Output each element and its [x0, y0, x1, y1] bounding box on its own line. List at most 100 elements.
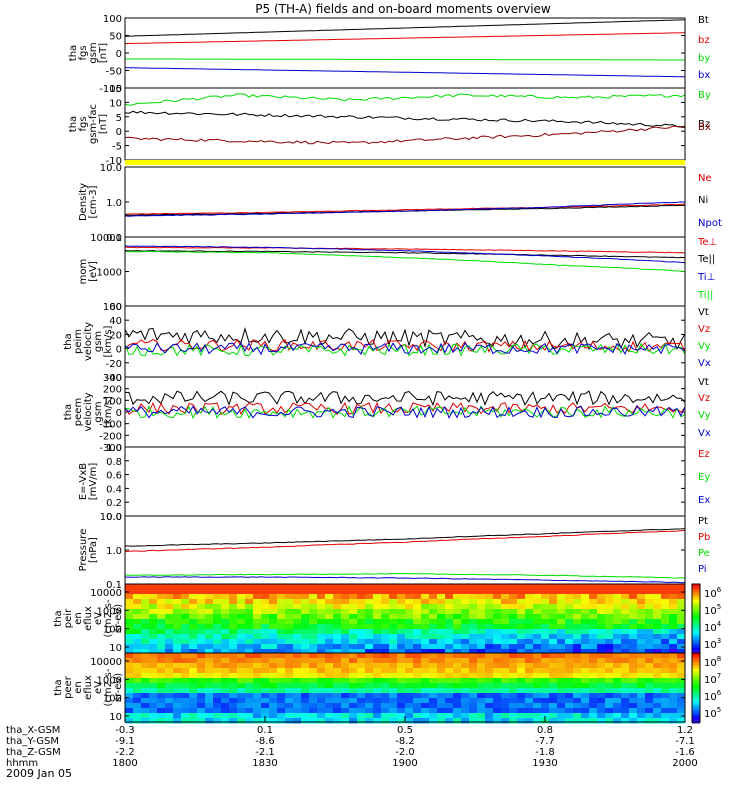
y-axis-label-line: velocity: [83, 322, 94, 361]
spectrogram-cell: [181, 718, 190, 724]
spectrogram-cell: [509, 703, 518, 709]
spectrogram-cell: [165, 629, 174, 635]
spectrogram-cell: [197, 653, 206, 659]
spectrogram-cell: [541, 639, 550, 645]
spectrogram-cell: [349, 713, 358, 719]
spectrogram-cell: [165, 624, 174, 630]
spectrogram-cell: [597, 718, 606, 724]
spectrogram-cell: [525, 693, 534, 699]
spectrogram-cell: [173, 678, 182, 684]
spectrogram-cell: [157, 683, 166, 689]
spectrogram-cell: [581, 713, 590, 719]
series-line-Bz: [124, 110, 686, 128]
panel-frame: [124, 236, 686, 307]
spectrogram-cell: [597, 678, 606, 684]
spectrogram-cell: [429, 649, 438, 655]
spectrogram-cell: [517, 688, 526, 694]
spectrogram-cell: [277, 673, 286, 679]
spectrogram-cell: [573, 639, 582, 645]
spectrogram-cell: [125, 649, 134, 655]
spectrogram-cell: [269, 668, 278, 674]
spectrogram-cell: [637, 639, 646, 645]
spectrogram-cell: [445, 708, 454, 714]
spectrogram-cell: [197, 718, 206, 724]
spectrogram-cell: [437, 693, 446, 699]
spectrogram-cell: [541, 589, 550, 595]
spectrogram-cell: [485, 589, 494, 595]
spectrogram-cell: [517, 594, 526, 600]
spectrogram-cell: [573, 609, 582, 615]
spectrogram-cell: [365, 703, 374, 709]
spectrogram-cell: [549, 634, 558, 640]
spectrogram-cell: [477, 624, 486, 630]
spectrogram-cell: [629, 693, 638, 699]
spectrogram-cell: [189, 673, 198, 679]
spectrogram-cell: [589, 589, 598, 595]
spectrogram-cell: [205, 658, 214, 664]
panel-9: thapeirenefluxeV(cm2-s-sr-eV)10000100010…: [53, 583, 722, 655]
spectrogram-cell: [213, 683, 222, 689]
spectrogram-cell: [645, 594, 654, 600]
spectrogram-cell: [229, 678, 238, 684]
spectrogram-cell: [149, 693, 158, 699]
colorbar-cell: [692, 713, 700, 716]
spectrogram-cell: [389, 663, 398, 669]
spectrogram-cell: [653, 584, 662, 590]
y-axis-label: thafgsgsm-fac[nT]: [68, 104, 109, 144]
spectrogram-cell: [325, 718, 334, 724]
colorbar-cell: [692, 644, 700, 647]
y-tick-label: 100: [103, 302, 122, 313]
spectrogram-cell: [645, 698, 654, 704]
spectrogram-cell: [333, 644, 342, 650]
spectrogram-cell: [133, 624, 142, 630]
legend-entry: Pi: [698, 564, 707, 575]
spectrogram-cell: [557, 703, 566, 709]
spectrogram-cell: [453, 678, 462, 684]
spectrogram-cell: [293, 678, 302, 684]
spectrogram-cell: [533, 629, 542, 635]
legend-entry: bz: [698, 35, 710, 46]
spectrogram-cell: [461, 614, 470, 620]
ephemeris-value: 1900: [392, 758, 417, 769]
spectrogram-cell: [541, 693, 550, 699]
spectrogram-cell: [333, 584, 342, 590]
spectrogram-cell: [269, 649, 278, 655]
spectrogram-cell: [237, 619, 246, 625]
spectrogram-cell: [157, 688, 166, 694]
series-line-Vx: [124, 342, 686, 356]
spectrogram-cell: [349, 663, 358, 669]
spectrogram-cell: [253, 584, 262, 590]
spectrogram-cell: [653, 629, 662, 635]
spectrogram-cell: [341, 639, 350, 645]
spectrogram-cell: [453, 599, 462, 605]
spectrogram-cell: [389, 584, 398, 590]
spectrogram-cell: [565, 594, 574, 600]
spectrogram-cell: [477, 589, 486, 595]
spectrogram-cell: [541, 698, 550, 704]
spectrogram-cell: [525, 644, 534, 650]
spectrogram-cell: [133, 639, 142, 645]
spectrogram-cell: [133, 653, 142, 659]
spectrogram-cell: [533, 658, 542, 664]
spectrogram-cell: [501, 713, 510, 719]
spectrogram-cell: [389, 713, 398, 719]
spectrogram-cell: [285, 668, 294, 674]
spectrogram-cell: [501, 698, 510, 704]
spectrogram-cell: [677, 668, 686, 674]
spectrogram-cell: [269, 653, 278, 659]
spectrogram-cell: [477, 584, 486, 590]
spectrogram-cell: [525, 589, 534, 595]
spectrogram-cell: [269, 624, 278, 630]
spectrogram-cell: [221, 673, 230, 679]
spectrogram-cell: [333, 673, 342, 679]
spectrogram-cell: [557, 644, 566, 650]
spectrogram-cell: [189, 658, 198, 664]
spectrogram-cell: [157, 708, 166, 714]
spectrogram-cell: [269, 663, 278, 669]
spectrogram-cell: [301, 713, 310, 719]
spectrogram-cell: [317, 668, 326, 674]
spectrogram-cell: [357, 688, 366, 694]
spectrogram-cell: [661, 703, 670, 709]
spectrogram-cell: [197, 678, 206, 684]
spectrogram-cell: [269, 678, 278, 684]
